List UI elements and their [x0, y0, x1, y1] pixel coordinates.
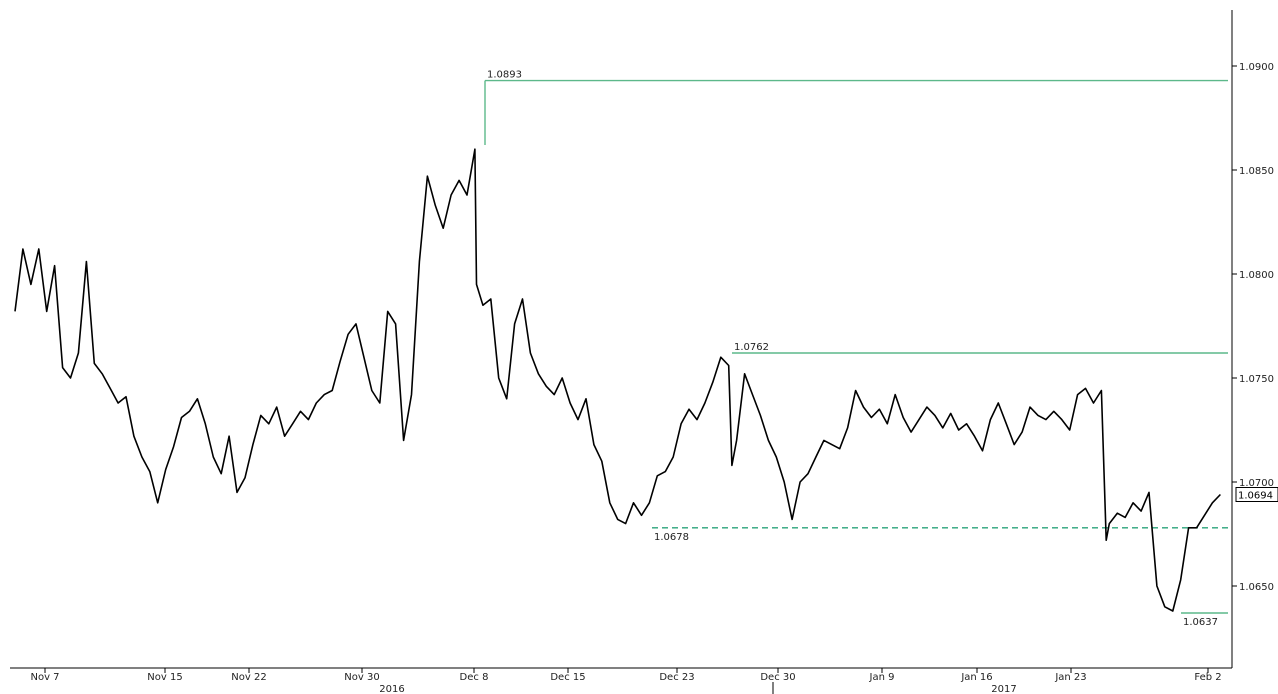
x-tick-label: Nov 15	[147, 672, 182, 683]
price-series	[14, 148, 1221, 612]
x-tick-label: Jan 23	[1054, 672, 1086, 683]
y-tick-label: 1.0700	[1239, 478, 1274, 489]
x-tick-label: Dec 8	[460, 672, 489, 683]
x-tick-label: Dec 30	[760, 672, 795, 683]
y-tick-label: 1.0650	[1239, 582, 1274, 593]
y-tick-label: 1.0900	[1239, 62, 1274, 73]
x-tick-label: Jan 16	[960, 672, 992, 683]
x-tick-label: Feb 2	[1194, 672, 1221, 683]
x-year-label: 2017	[991, 684, 1016, 694]
price-series-line	[14, 148, 1221, 612]
level-label: 1.0678	[654, 532, 689, 543]
y-axis: 1.0900 1.0850 1.0800 1.0750 1.0700 1.0650 1.06…	[1231, 10, 1278, 668]
level-lines: 1.0893 1.0762 1.0678 1.0637	[484, 70, 1228, 628]
x-tick-label: Jan 9	[869, 672, 895, 683]
last-value-label: 1.0694	[1238, 491, 1273, 502]
x-tick-label: Nov 22	[231, 672, 266, 683]
y-tick-label: 1.0750	[1239, 374, 1274, 385]
last-value-badge	[1235, 487, 1278, 502]
level-label: 1.0762	[734, 342, 769, 353]
x-tick-label: Dec 23	[659, 672, 694, 683]
level-label: 1.0637	[1183, 617, 1218, 628]
x-tick-label: Dec 15	[550, 672, 585, 683]
x-tick-label: Nov 7	[30, 672, 59, 683]
y-tick-label: 1.0850	[1239, 166, 1274, 177]
y-tick-label: 1.0800	[1239, 270, 1274, 281]
level-label: 1.0893	[487, 70, 522, 81]
x-year-label: 2016	[379, 684, 404, 694]
x-axis: Nov 7 Nov 15 Nov 22 Nov 30 Dec 8 Dec 15 Dec 23…	[10, 667, 1232, 694]
x-tick-label: Nov 30	[344, 672, 379, 683]
